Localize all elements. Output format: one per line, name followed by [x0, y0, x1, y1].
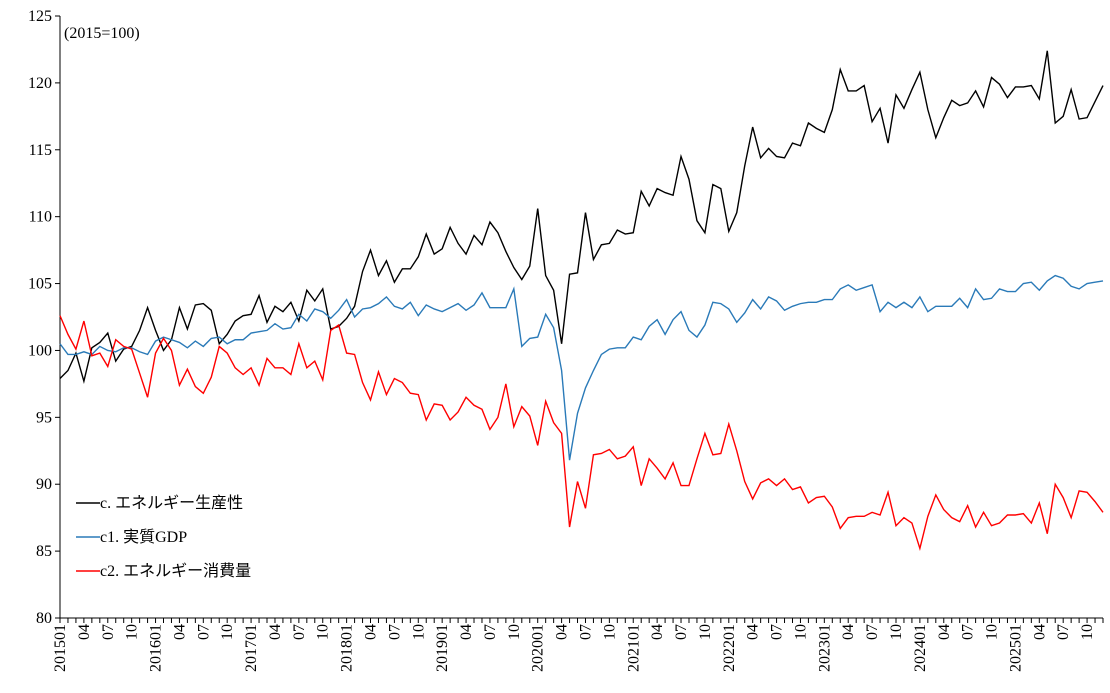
- x-tick-label: 201901: [434, 624, 451, 672]
- x-tick-label: 202301: [816, 624, 833, 672]
- series-line: [59, 274, 1104, 461]
- legend-label: c1. 実質GDP: [100, 528, 187, 546]
- x-tick-label: 202101: [625, 624, 642, 672]
- y-tick-label: 125: [28, 8, 52, 25]
- x-tick-label: 10: [124, 624, 141, 640]
- x-tick-label: 201801: [339, 624, 356, 672]
- x-tick-label: 201601: [148, 624, 165, 672]
- x-tick-label: 07: [100, 624, 117, 640]
- x-tick-label: 04: [267, 624, 284, 640]
- x-tick-label: 04: [745, 624, 762, 640]
- x-tick-label: 10: [506, 624, 523, 640]
- x-tick-label: 04: [76, 624, 93, 640]
- x-tick-label: 04: [554, 624, 571, 640]
- x-tick-label: 07: [673, 624, 690, 640]
- y-tick-label: 110: [29, 209, 52, 226]
- x-tick-label: 07: [386, 624, 403, 640]
- x-tick-label: 07: [1055, 624, 1072, 640]
- x-tick-label: 10: [315, 624, 332, 640]
- x-tick-label: 10: [601, 624, 618, 640]
- x-tick-label: 201701: [243, 624, 260, 672]
- y-tick-label: 115: [29, 142, 52, 159]
- x-tick-label: 202001: [530, 624, 547, 672]
- x-tick-label: 201501: [52, 624, 69, 672]
- y-tick-label: 90: [36, 476, 52, 493]
- y-tick-label: 85: [36, 543, 52, 560]
- x-tick-label: 10: [219, 624, 236, 640]
- x-tick-label: 04: [171, 624, 188, 640]
- x-tick-label: 07: [769, 624, 786, 640]
- x-tick-label: 10: [697, 624, 714, 640]
- x-tick-label: 10: [410, 624, 427, 640]
- legend-label: c2. エネルギー消費量: [100, 562, 251, 580]
- y-tick-label: 100: [28, 342, 52, 359]
- x-tick-label: 04: [840, 624, 857, 640]
- x-tick-label: 04: [936, 624, 953, 640]
- x-tick-label: 10: [888, 624, 905, 640]
- x-tick-label: 202201: [721, 624, 738, 672]
- x-tick-label: 07: [577, 624, 594, 640]
- x-tick-label: 07: [960, 624, 977, 640]
- legend-label: c. エネルギー生産性: [100, 494, 243, 512]
- annotation: (2015=100): [64, 25, 140, 42]
- x-tick-label: 07: [864, 624, 881, 640]
- x-tick-label: 07: [291, 624, 308, 640]
- x-tick-label: 10: [792, 624, 809, 640]
- x-tick-label: 04: [649, 624, 666, 640]
- x-tick-label: 07: [482, 624, 499, 640]
- y-tick-label: 95: [36, 409, 52, 426]
- x-tick-label: 07: [195, 624, 212, 640]
- y-tick-label: 120: [28, 75, 52, 92]
- series-line: [59, 50, 1104, 384]
- x-tick-label: 202501: [1007, 624, 1024, 672]
- x-tick-label: 202401: [912, 624, 929, 672]
- x-tick-label: 10: [1079, 624, 1096, 640]
- x-tick-label: 04: [1031, 624, 1048, 640]
- series-line: [59, 315, 1104, 552]
- y-tick-label: 105: [28, 276, 52, 293]
- y-tick-label: 80: [36, 610, 52, 627]
- x-tick-label: 04: [363, 624, 380, 640]
- x-tick-label: 10: [984, 624, 1001, 640]
- x-tick-label: 04: [458, 624, 475, 640]
